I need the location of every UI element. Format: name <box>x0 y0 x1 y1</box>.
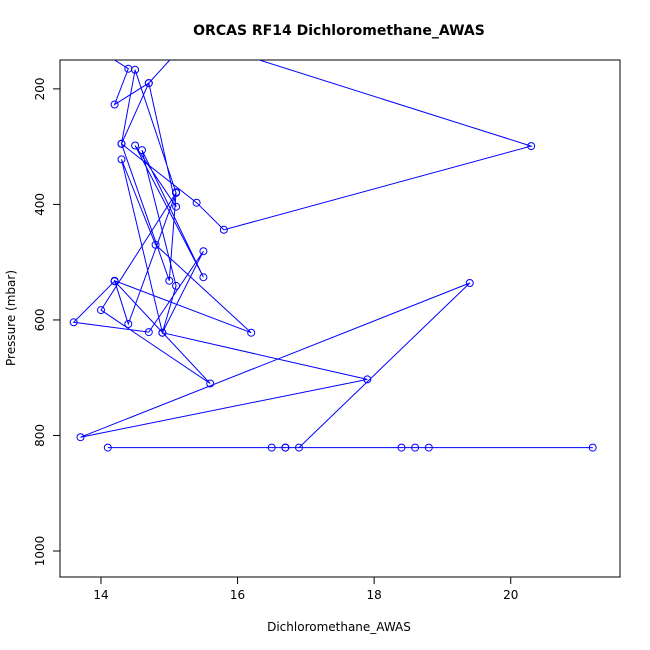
y-axis-label: Pressure (mbar) <box>4 270 18 366</box>
series-points <box>69 64 597 452</box>
series-line <box>72 60 593 449</box>
y-axis: 200 400 600 800 1000 <box>33 77 60 566</box>
data-point <box>281 443 290 452</box>
x-tick-label: 14 <box>93 588 108 602</box>
data-point <box>117 155 126 164</box>
data-point <box>76 433 85 442</box>
y-tick-label: 600 <box>33 308 47 331</box>
data-point <box>172 202 181 211</box>
x-axis: 14 16 18 20 <box>93 577 518 602</box>
data-point <box>588 443 597 452</box>
data-point <box>103 443 112 452</box>
data-point <box>527 142 536 151</box>
data-point <box>424 443 433 452</box>
data-point <box>247 328 256 337</box>
data-point <box>144 328 153 337</box>
y-tick-label: 400 <box>33 193 47 216</box>
data-point <box>110 100 119 109</box>
y-tick-label: 1000 <box>33 536 47 567</box>
data-point <box>219 225 228 234</box>
data-point <box>151 240 160 249</box>
x-tick-label: 20 <box>503 588 518 602</box>
data-point <box>397 443 406 452</box>
y-tick-label: 800 <box>33 424 47 447</box>
x-tick-label: 18 <box>367 588 382 602</box>
data-point <box>158 328 167 337</box>
data-point <box>97 306 105 315</box>
chart-title: ORCAS RF14 Dichloromethane_AWAS <box>193 23 485 39</box>
data-point <box>199 273 208 282</box>
data-point <box>138 146 146 155</box>
x-tick-label: 16 <box>230 588 245 602</box>
data-point <box>165 276 174 285</box>
x-axis-label: Dichloromethane_AWAS <box>267 620 411 634</box>
data-point <box>124 320 133 328</box>
plot-area <box>69 60 597 452</box>
data-point <box>69 318 78 327</box>
data-point <box>110 277 119 286</box>
data-point <box>144 79 153 88</box>
data-point <box>199 247 208 256</box>
data-point <box>206 379 215 388</box>
data-point <box>465 279 474 287</box>
data-point <box>411 443 420 452</box>
data-point <box>131 141 140 150</box>
data-point <box>172 188 181 197</box>
data-point <box>172 281 181 290</box>
data-point <box>192 198 201 207</box>
data-point <box>363 375 372 384</box>
plot-frame <box>59 59 621 578</box>
data-point <box>295 443 303 452</box>
y-tick-label: 200 <box>33 77 47 100</box>
data-point <box>131 65 140 74</box>
data-point <box>267 443 276 452</box>
data-point <box>117 139 126 148</box>
